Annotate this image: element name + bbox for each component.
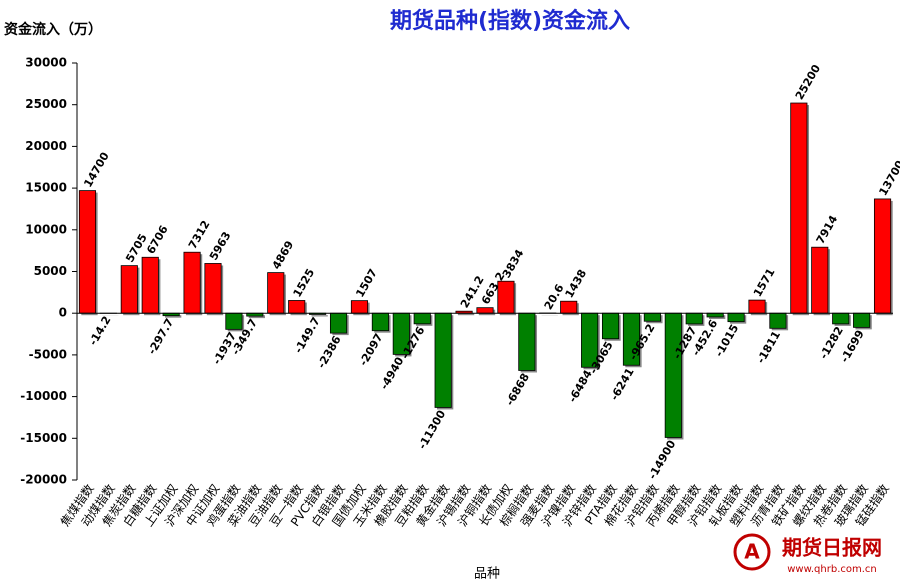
bar <box>853 312 871 328</box>
value-label: -14.2 <box>86 314 113 348</box>
value-label: 7914 <box>814 213 841 246</box>
value-label: 3834 <box>500 247 527 280</box>
bar <box>685 312 703 325</box>
y-tick-label: 25000 <box>25 97 67 111</box>
y-tick-label: 15000 <box>25 181 67 195</box>
bar <box>371 312 389 332</box>
bar <box>183 251 201 314</box>
value-label: 5963 <box>207 229 234 262</box>
y-tick-label: 20000 <box>25 139 67 153</box>
chart-title: 期货品种(指数)资金流入 <box>390 8 630 34</box>
bar <box>434 312 452 408</box>
bar <box>811 246 829 314</box>
bar-shadow <box>457 313 475 316</box>
value-label: -6868 <box>503 371 532 408</box>
y-tick-label: -15000 <box>20 431 67 445</box>
value-label: -11300 <box>416 408 449 452</box>
bar <box>748 299 766 314</box>
watermark: A 期货日报网 www.qhrb.com.cn <box>733 533 882 575</box>
value-label: -4940 <box>378 355 407 392</box>
bar <box>267 272 285 314</box>
value-label: 4869 <box>270 239 297 272</box>
value-label: -2386 <box>315 333 344 370</box>
value-label: 241.2 <box>458 274 487 311</box>
watermark-url: www.qhrb.com.cn <box>787 564 877 575</box>
value-label: -1811 <box>754 329 783 366</box>
bar <box>643 312 661 322</box>
bar <box>832 312 850 325</box>
bar <box>790 102 808 314</box>
y-tick-label: -10000 <box>20 389 67 403</box>
bar <box>288 300 306 314</box>
value-label: -6241 <box>608 366 637 403</box>
value-label: 7312 <box>186 218 213 251</box>
bar-shadow <box>248 315 266 319</box>
bar <box>350 300 369 314</box>
bar <box>476 307 494 314</box>
value-label: 1507 <box>353 267 380 300</box>
bar <box>225 312 243 330</box>
logo-letter: A <box>744 540 760 564</box>
bar <box>873 198 892 314</box>
value-label: -6484 <box>566 367 595 404</box>
bar <box>141 256 159 314</box>
bar <box>727 312 745 323</box>
value-label: -14900 <box>646 438 679 482</box>
y-tick-label: 30000 <box>25 56 67 70</box>
value-label: 1438 <box>563 267 590 300</box>
value-label: 1571 <box>751 266 778 299</box>
bar-shadow <box>164 315 182 318</box>
value-label: 25200 <box>793 62 824 102</box>
bar <box>204 263 222 314</box>
bar-shadow <box>311 315 328 317</box>
value-label: -297.7 <box>145 316 176 357</box>
bar <box>329 312 348 334</box>
bar <box>78 190 97 314</box>
bar <box>601 312 620 340</box>
value-label: 1525 <box>291 266 318 299</box>
y-tick-label: 10000 <box>25 222 67 236</box>
y-tick-label: 5000 <box>34 264 67 278</box>
bar <box>664 312 682 438</box>
y-tick-label: 0 <box>59 306 67 320</box>
logo <box>733 533 771 571</box>
value-label: 14700 <box>81 150 112 190</box>
bar <box>120 265 138 314</box>
value-label: -2097 <box>357 331 386 368</box>
y-tick-label: -5000 <box>29 347 67 361</box>
x-axis-label: 品种 <box>474 567 500 582</box>
bar <box>518 312 536 371</box>
y-tick-label: -20000 <box>20 473 67 487</box>
bar <box>769 312 787 329</box>
y-axis-label: 资金流入（万） <box>4 21 102 38</box>
watermark-text: 期货日报网 <box>782 536 882 560</box>
bar <box>497 280 515 314</box>
value-label: -149.7 <box>292 315 323 356</box>
bar <box>706 312 724 318</box>
value-label: 13700 <box>876 158 900 198</box>
bar <box>413 312 431 325</box>
bar <box>560 300 578 314</box>
